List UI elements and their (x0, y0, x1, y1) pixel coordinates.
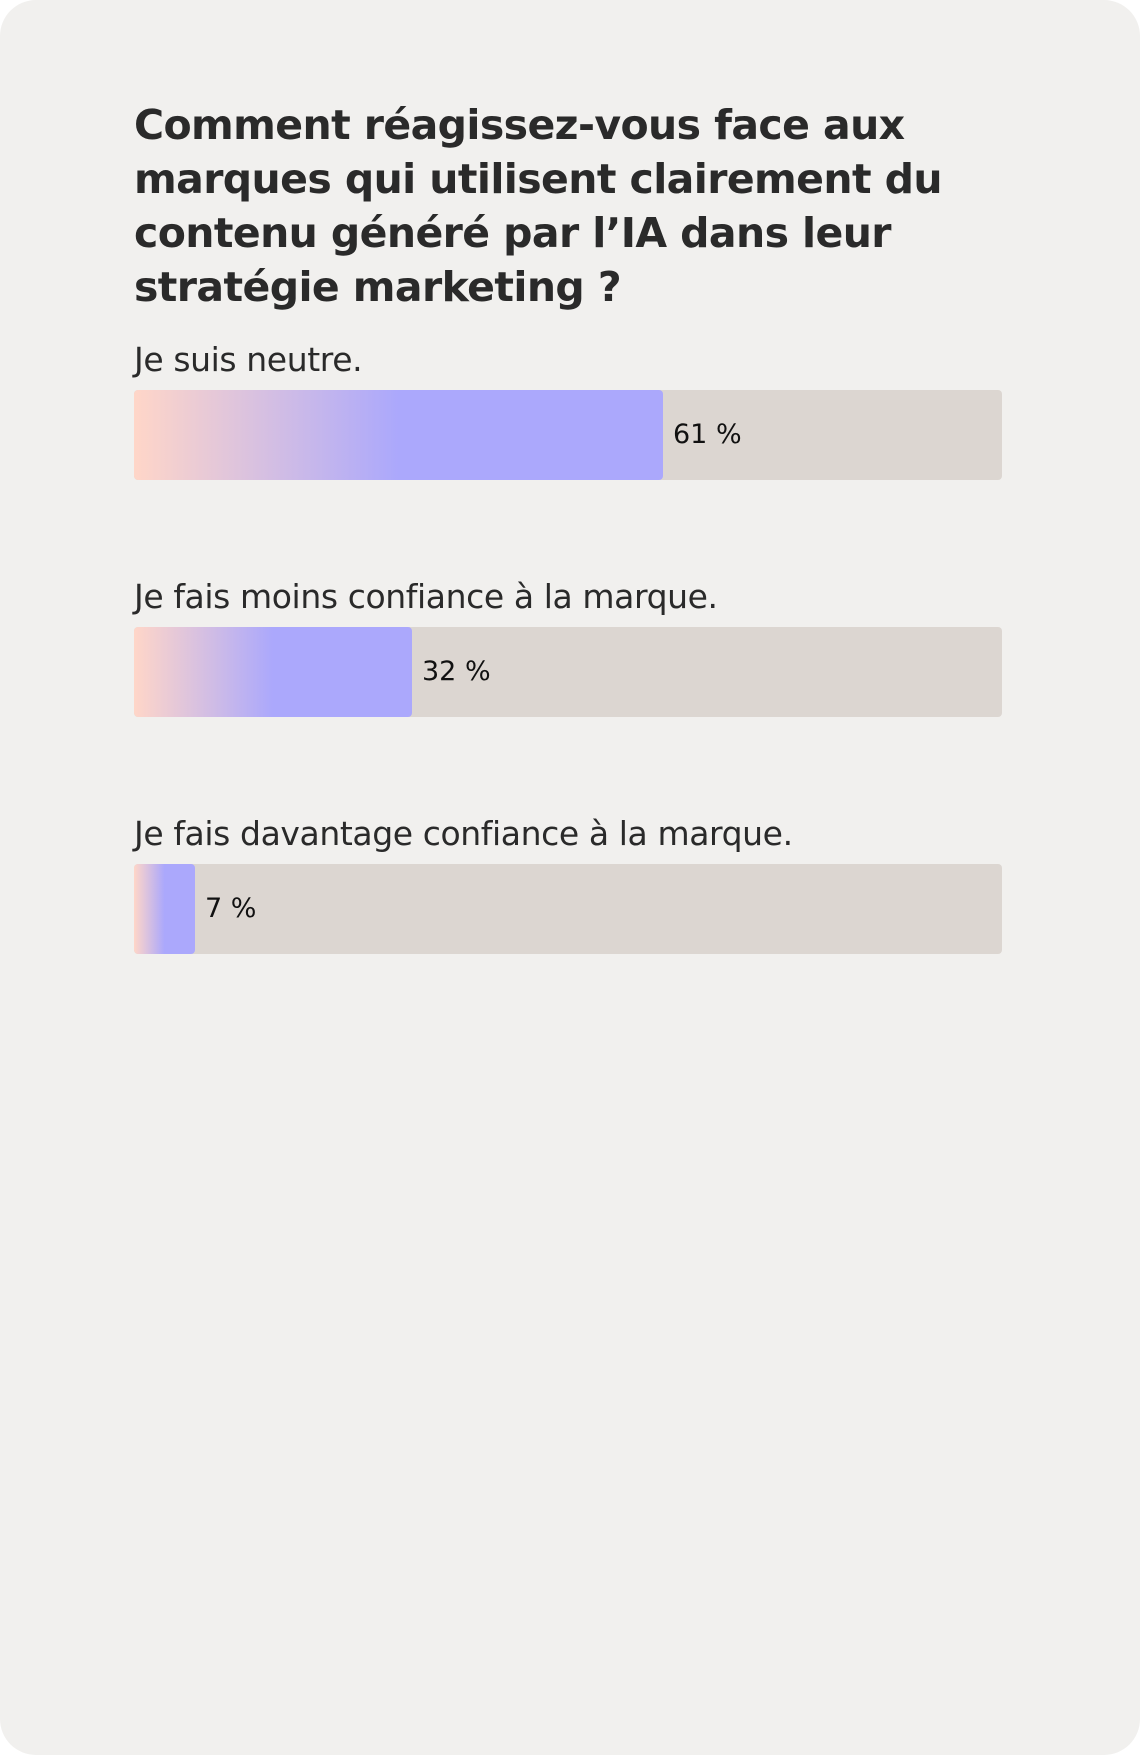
category-label: Je fais moins confiance à la marque. (134, 577, 718, 616)
value-label: 61 % (673, 419, 742, 450)
bar-track: 32 % (134, 627, 1002, 717)
bar (134, 627, 412, 717)
value-label: 7 % (205, 893, 257, 924)
category-label: Je fais davantage confiance à la marque. (134, 814, 793, 853)
bar (134, 864, 195, 954)
value-label: 32 % (422, 656, 491, 687)
bar-track: 61 % (134, 390, 1002, 480)
bar-track: 7 % (134, 864, 1002, 954)
category-label: Je suis neutre. (134, 340, 363, 379)
chart-title: Comment réagissez-vous face aux marques … (134, 101, 943, 311)
bar (134, 390, 663, 480)
